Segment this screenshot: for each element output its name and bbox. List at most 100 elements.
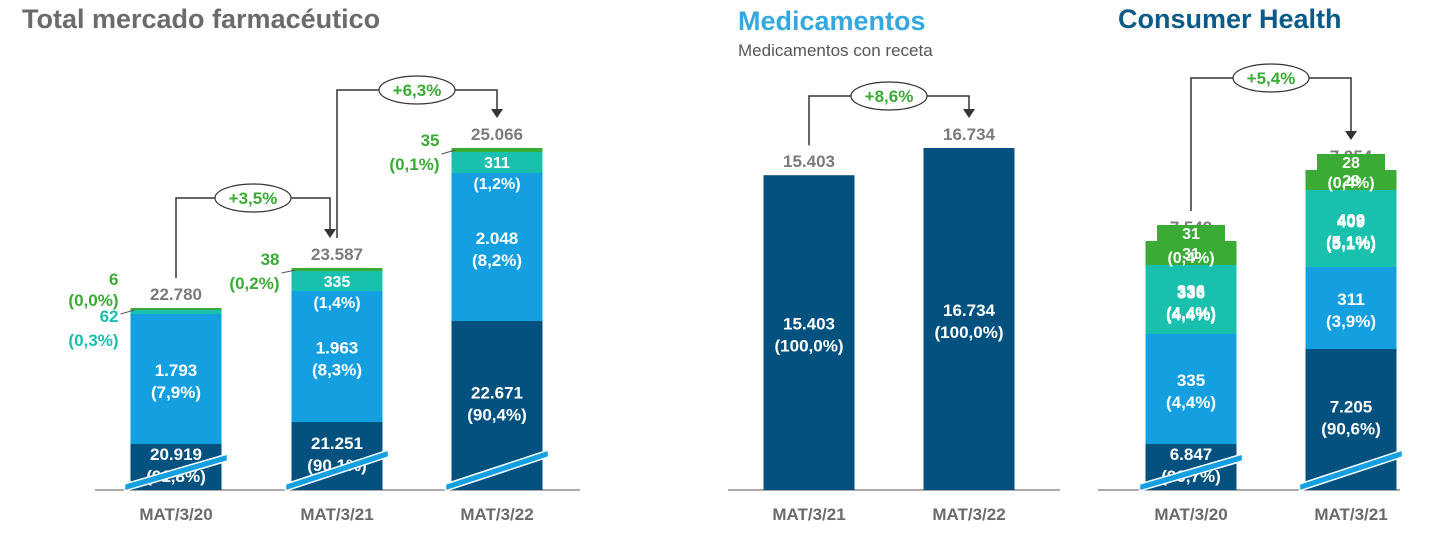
bar-segment [451, 173, 543, 321]
total-label: 22.780 [150, 285, 202, 304]
data-label: 28 [1342, 155, 1360, 172]
data-label: 28 [1342, 173, 1360, 190]
data-label: 409 [1337, 213, 1365, 232]
total-label: 23.587 [311, 245, 363, 264]
data-label-pct: (100,0%) [775, 337, 844, 356]
chart-title-medicamentos: Medicamentos [738, 6, 926, 36]
data-label: 6.847 [1170, 445, 1213, 464]
bar-segment [291, 271, 383, 291]
growth-badge [850, 81, 928, 111]
data-label-pct: (1,4%) [313, 295, 360, 312]
data-label: 335 [324, 274, 351, 291]
data-label: 31 [1182, 226, 1200, 243]
bar-segment [1305, 170, 1397, 190]
bar-segment [130, 310, 222, 314]
bar-segment-tab [1157, 225, 1225, 241]
growth-arrowhead [324, 229, 336, 238]
data-label-pct: (0,4%) [1327, 175, 1374, 192]
growth-arrowhead [491, 109, 503, 118]
x-tick-label: MAT/3/21 [1314, 505, 1387, 524]
growth-label: +6,3% [393, 81, 442, 100]
bar-segment [451, 148, 543, 152]
x-tick-label: MAT/3/21 [300, 505, 373, 524]
growth-badge [214, 183, 292, 213]
data-label-pct: (7,9%) [151, 383, 201, 402]
chart-title-consumer-health: Consumer Health [1118, 4, 1342, 34]
axis-break-marker [284, 448, 390, 493]
bar-segment [130, 314, 222, 444]
x-tick-label: MAT/3/21 [772, 505, 845, 524]
growth-label: +3,5% [229, 189, 278, 208]
bar-segment [923, 148, 1015, 490]
bar-segment [1145, 265, 1237, 334]
data-label-pct: (8,3%) [312, 361, 362, 380]
bar-segment [1145, 334, 1237, 444]
axis-break-marker [1298, 448, 1404, 493]
bar-segment [291, 291, 383, 422]
bar-segment [1305, 190, 1397, 267]
bar-segment [763, 175, 855, 491]
data-label: 409 [1337, 211, 1365, 230]
axis-break-marker [123, 453, 229, 492]
growth-badge [378, 75, 456, 105]
bar-segment [291, 268, 383, 271]
data-label-pct: (4,4%) [1166, 306, 1216, 325]
data-label: 311 [1337, 290, 1364, 309]
data-label: 311 [484, 155, 510, 172]
data-label-pct: (0,2%) [229, 274, 279, 293]
data-label-pct: (8,2%) [472, 251, 522, 270]
data-label-pct: (0,3%) [68, 331, 118, 350]
data-label-pct: (90,4%) [467, 406, 527, 425]
data-label: 15.403 [783, 315, 835, 334]
data-label: 35 [421, 131, 440, 150]
data-label: 62 [100, 307, 119, 326]
data-label: 336 [1177, 282, 1205, 301]
growth-arrowhead [1345, 131, 1357, 140]
data-label-pct: (4,4%) [1166, 393, 1216, 412]
x-tick-label: MAT/3/22 [460, 505, 533, 524]
data-label: 2.048 [476, 229, 519, 248]
data-label: 16.734 [943, 301, 996, 320]
data-label-pct: (90,1%) [307, 456, 367, 475]
data-label-pct: (90,6%) [1321, 420, 1381, 439]
data-label: 38 [261, 250, 280, 269]
bar-segment [451, 152, 543, 173]
data-label: 6 [109, 270, 118, 289]
data-label-pct: (1,2%) [473, 176, 520, 193]
growth-badge [1232, 63, 1310, 93]
leader-line [441, 149, 456, 155]
bar-segment [1145, 241, 1237, 265]
axis-break-marker [1138, 453, 1244, 492]
data-label: 22.671 [471, 384, 523, 403]
data-label-pct: (0,0%) [68, 291, 118, 310]
x-tick-label: MAT/3/22 [932, 505, 1005, 524]
data-label-pct: (3,9%) [1326, 312, 1376, 331]
data-label: 31 [1182, 246, 1200, 263]
chart-title-total: Total mercado farmacéutico [22, 4, 381, 34]
growth-label: +5,4% [1247, 69, 1296, 88]
chart-subtitle-medicamentos: Medicamentos con receta [738, 41, 933, 60]
data-label-pct: (0,1%) [389, 155, 439, 174]
data-label-pct: (5,1%) [1326, 235, 1376, 254]
bar-segment [130, 308, 222, 310]
data-label: 20.919 [150, 445, 202, 464]
growth-label: +8,6% [865, 87, 914, 106]
total-label: 16.734 [943, 125, 996, 144]
data-label: 7.205 [1330, 398, 1373, 417]
x-tick-label: MAT/3/20 [139, 505, 212, 524]
data-label: 1.963 [316, 339, 359, 358]
leader-line [281, 269, 296, 274]
data-label: 1.793 [155, 361, 198, 380]
data-label-pct: (4,4%) [1166, 304, 1216, 323]
leader-line [120, 309, 135, 315]
axis-break-marker [444, 448, 550, 493]
data-label-pct: (5,1%) [1326, 233, 1376, 252]
bar-segment [1305, 267, 1397, 349]
total-label: 25.066 [471, 125, 523, 144]
x-tick-label: MAT/3/20 [1154, 505, 1227, 524]
data-label: 335 [1177, 371, 1205, 390]
data-label: 336 [1177, 284, 1205, 303]
total-label: 15.403 [783, 152, 835, 171]
growth-arrowhead [963, 109, 975, 118]
